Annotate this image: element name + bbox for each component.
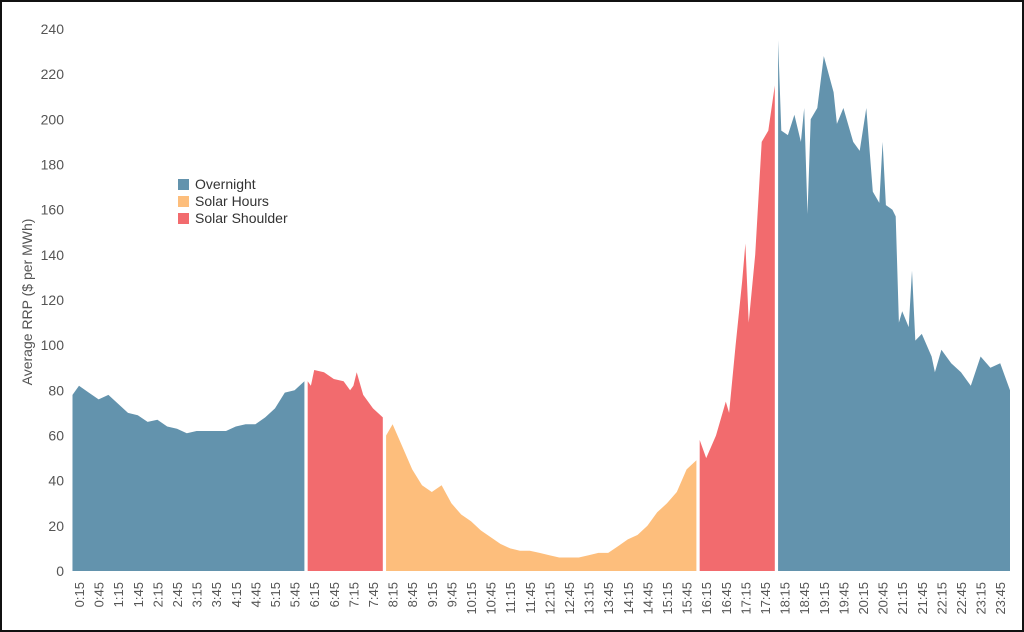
x-tick-label: 14:15 — [621, 582, 636, 615]
legend-swatch — [178, 213, 189, 224]
y-tick-label: 120 — [41, 292, 65, 308]
x-tick-label: 23:15 — [974, 582, 989, 615]
x-tick-label: 0:15 — [72, 582, 87, 607]
x-tick-label: 21:45 — [915, 582, 930, 615]
area-segment-solar-shoulder — [699, 85, 775, 571]
x-tick-label: 13:15 — [582, 582, 597, 615]
x-tick-label: 1:45 — [131, 582, 146, 607]
area-segment-solar-hours — [386, 424, 697, 571]
x-tick-label: 23:45 — [993, 582, 1008, 615]
y-tick-label: 240 — [41, 21, 65, 37]
x-tick-label: 9:45 — [444, 582, 459, 607]
y-tick-label: 80 — [48, 382, 64, 398]
x-tick-label: 11:15 — [503, 582, 518, 614]
x-tick-label: 19:45 — [836, 582, 851, 615]
x-tick-label: 2:15 — [150, 582, 165, 607]
x-tick-label: 10:45 — [484, 582, 499, 615]
x-tick-label: 16:15 — [699, 582, 714, 615]
x-tick-label: 21:15 — [895, 582, 910, 615]
x-tick-label: 0:45 — [92, 582, 107, 607]
x-tick-label: 8:45 — [405, 582, 420, 607]
legend-label: Solar Shoulder — [195, 210, 288, 226]
x-tick-label: 20:15 — [856, 582, 871, 615]
x-tick-label: 7:45 — [366, 582, 381, 607]
x-tick-label: 15:45 — [680, 582, 695, 615]
x-tick-label: 5:45 — [288, 582, 303, 607]
x-tick-label: 3:45 — [209, 582, 224, 607]
x-tick-label: 7:15 — [346, 582, 361, 607]
x-tick-label: 18:45 — [797, 582, 812, 615]
x-tick-label: 17:45 — [758, 582, 773, 615]
x-tick-label: 1:15 — [111, 582, 126, 607]
y-tick-label: 40 — [48, 473, 64, 489]
y-tick-label: 60 — [48, 428, 64, 444]
x-tick-label: 12:15 — [542, 582, 557, 615]
x-tick-label: 17:15 — [738, 582, 753, 615]
legend-swatch — [178, 179, 189, 190]
x-tick-label: 12:45 — [562, 582, 577, 615]
y-axis-label: Average RRP ($ per MWh) — [19, 219, 35, 386]
area-segment-solar-shoulder — [307, 370, 383, 571]
x-tick-label: 4:15 — [229, 582, 244, 607]
x-tick-label: 18:15 — [778, 582, 793, 615]
area-segment-overnight — [778, 40, 1010, 572]
x-tick-label: 19:15 — [817, 582, 832, 615]
y-tick-label: 160 — [41, 202, 65, 218]
x-tick-label: 5:15 — [268, 582, 283, 607]
legend-swatch — [178, 196, 189, 207]
y-tick-label: 0 — [56, 563, 64, 579]
x-tick-label: 13:45 — [601, 582, 616, 615]
legend-label: Overnight — [195, 176, 256, 192]
x-tick-label: 15:15 — [660, 582, 675, 615]
x-tick-label: 16:45 — [719, 582, 734, 615]
x-tick-label: 10:15 — [464, 582, 479, 615]
x-tick-label: 6:15 — [307, 582, 322, 607]
y-tick-label: 220 — [41, 66, 65, 82]
y-tick-label: 140 — [41, 247, 65, 263]
x-tick-label: 22:15 — [934, 582, 949, 615]
legend-label: Solar Hours — [195, 193, 269, 209]
x-tick-label: 20:45 — [876, 582, 891, 615]
x-tick-label: 9:15 — [425, 582, 440, 607]
x-tick-label: 8:15 — [386, 582, 401, 607]
y-tick-label: 100 — [41, 337, 65, 353]
x-tick-label: 6:45 — [327, 582, 342, 607]
y-tick-label: 200 — [41, 111, 65, 127]
x-tick-label: 4:45 — [248, 582, 263, 607]
x-tick-label: 11:45 — [523, 582, 538, 614]
y-tick-label: 20 — [48, 518, 64, 534]
x-tick-label: 2:45 — [170, 582, 185, 607]
x-tick-label: 3:15 — [190, 582, 205, 607]
area-segment-overnight — [72, 381, 305, 571]
y-tick-label: 180 — [41, 157, 65, 173]
x-tick-label: 22:45 — [954, 582, 969, 615]
x-tick-label: 14:45 — [640, 582, 655, 615]
